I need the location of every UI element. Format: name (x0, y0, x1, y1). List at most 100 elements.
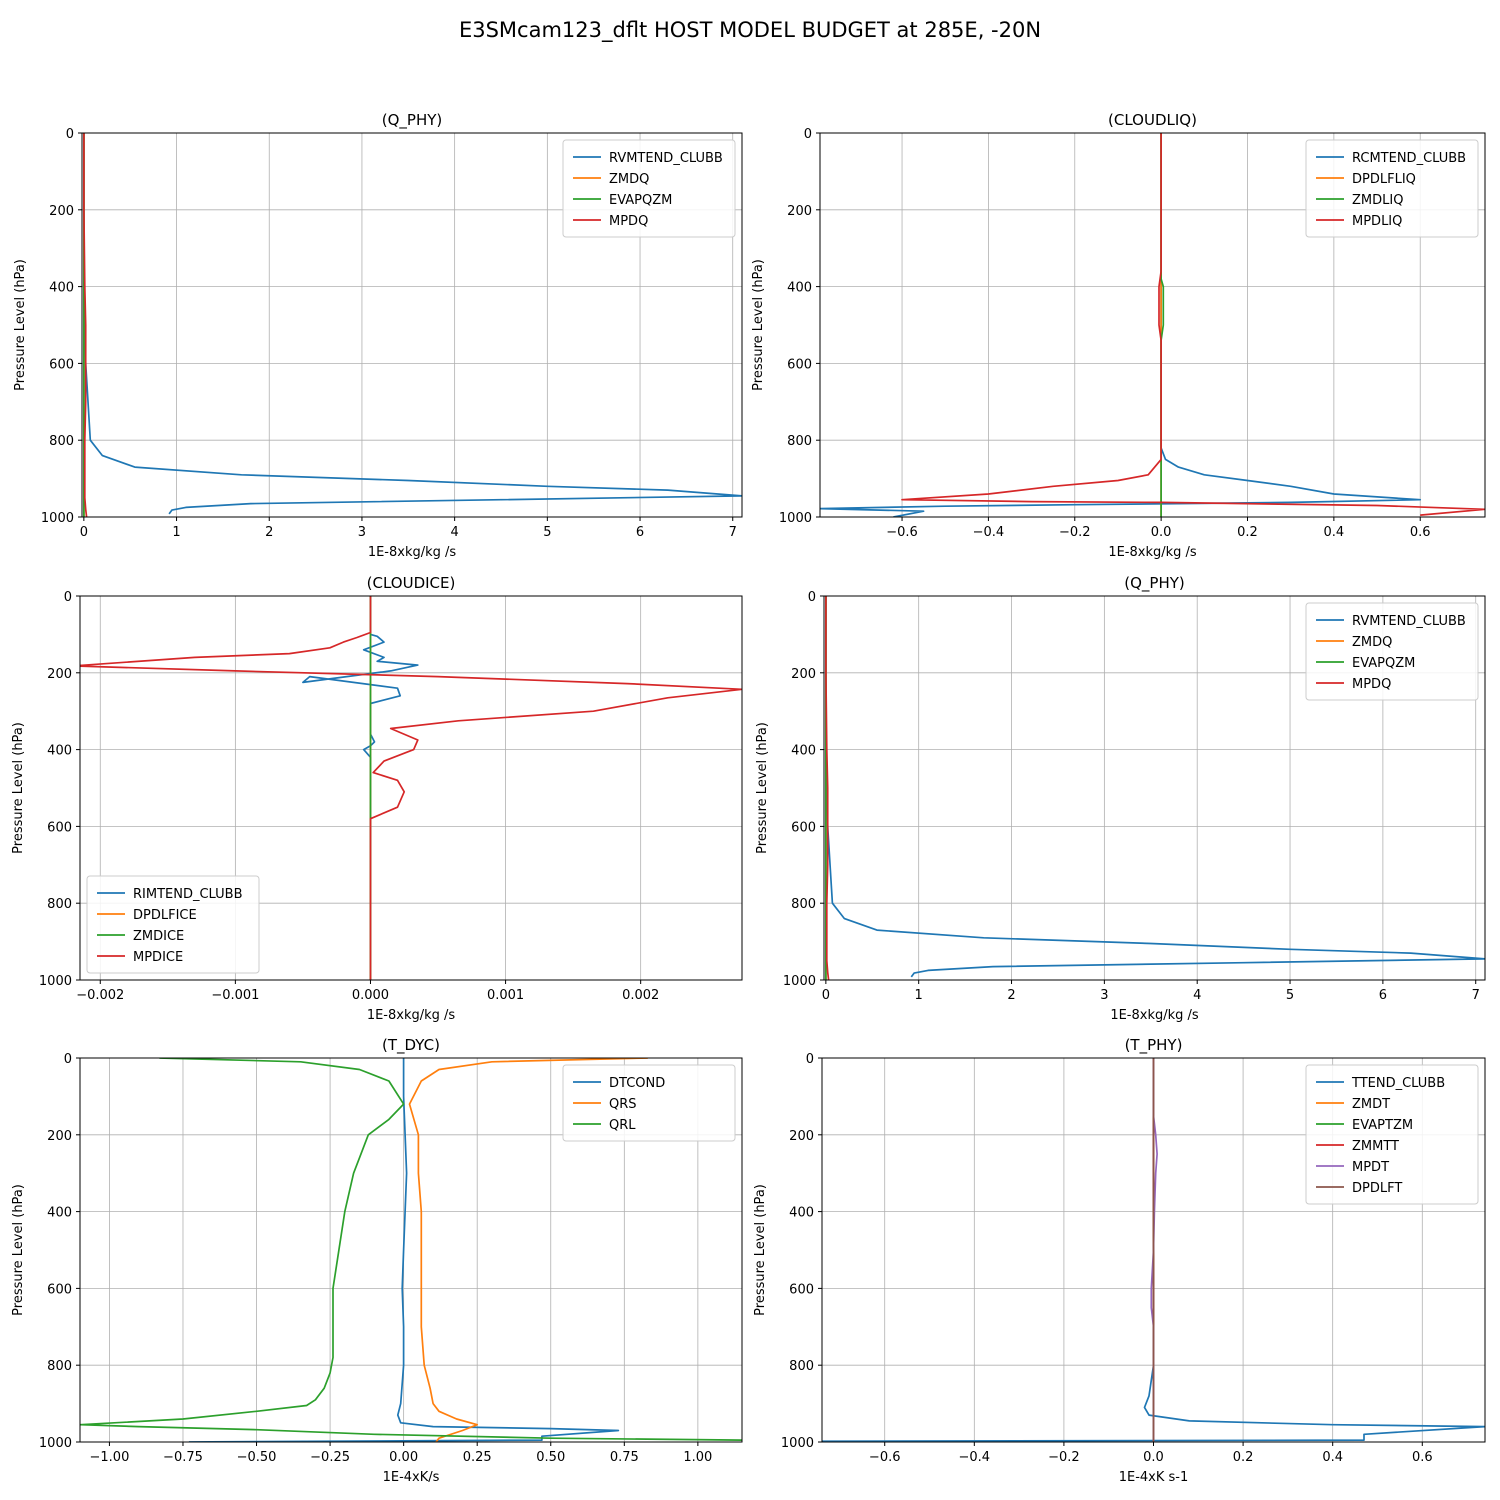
x-tick-label: 0.002 (622, 988, 659, 1003)
axes-frame (823, 595, 1486, 981)
panel-title: (CLOUDLIQ) (1108, 111, 1197, 129)
x-tick-label: 0.00 (389, 1450, 418, 1465)
y-tick-label: 600 (47, 1282, 72, 1297)
legend-entry: RCMTEND_CLUBB (1352, 151, 1466, 166)
y-tick-label: 400 (49, 281, 74, 296)
x-tick-label: 7 (729, 525, 737, 540)
x-tick-label: 2 (265, 525, 273, 540)
y-tick-label: 600 (49, 357, 74, 372)
y-axis-label: Pressure Level (hPa) (11, 722, 26, 854)
axes-frame (81, 132, 743, 518)
x-tick-label: 0.001 (487, 988, 524, 1003)
y-axis-label: Pressure Level (hPa) (13, 259, 28, 391)
x-tick-label: −0.25 (310, 1450, 350, 1465)
legend: RCMTEND_CLUBB DPDLFLIQ ZMDLIQ MPDLIQ (1305, 139, 1479, 238)
series-line-rimtend-clubb (302, 596, 419, 980)
legend-entry: QRL (609, 1118, 636, 1133)
y-tick-label: 800 (787, 434, 812, 449)
x-axis-label: 1E-4xK s-1 (1119, 1470, 1189, 1485)
x-tick-label: 0.2 (1233, 1450, 1254, 1465)
legend-entry: DPDLFLIQ (1352, 172, 1416, 187)
y-tick-label: 600 (47, 820, 72, 835)
x-tick-label: −0.001 (211, 988, 259, 1003)
series-line-mpdq (825, 596, 830, 980)
chart-panel-4: 0 1 2 3 4 5 6 7 0 200 400 600 800 1000 (Q_PHY) 1E-8xkg/… (755, 574, 1486, 1023)
legend-entry: DPDLFICE (133, 908, 197, 923)
y-tick-label: 200 (789, 1129, 814, 1144)
y-tick-label: 400 (47, 1206, 72, 1221)
x-tick-label: −0.4 (959, 1450, 991, 1465)
x-tick-label: −0.6 (886, 525, 918, 540)
y-tick-label: 0 (806, 1052, 814, 1067)
y-tick-label: 0 (66, 127, 74, 142)
y-axis-label: Pressure Level (hPa) (751, 259, 766, 391)
figure-title: E3SMcam123_dflt HOST MODEL BUDGET at 285… (459, 18, 1041, 43)
x-tick-label: 0 (80, 525, 88, 540)
x-axis-label: 1E-8xkg/kg /s (1110, 1008, 1199, 1023)
legend-entry: RVMTEND_CLUBB (609, 151, 723, 166)
series-group (820, 133, 1485, 517)
x-tick-label: 7 (1472, 988, 1480, 1003)
panel-title: (CLOUDICE) (367, 574, 456, 592)
y-tick-label: 800 (47, 897, 72, 912)
legend-entry: MPDQ (609, 214, 648, 229)
legend-entry: RVMTEND_CLUBB (1352, 614, 1466, 629)
x-tick-label: −0.2 (1048, 1450, 1080, 1465)
x-tick-label: 1.00 (683, 1450, 712, 1465)
legend-box (1305, 139, 1479, 238)
legend-entry: ZMDQ (1352, 635, 1392, 650)
legend-entry: MPDLIQ (1352, 214, 1402, 229)
series-line-qrl (80, 1058, 742, 1441)
x-tick-label: −0.75 (163, 1450, 203, 1465)
x-axis-label: 1E-4xK/s (383, 1470, 440, 1485)
series-group (80, 596, 742, 980)
x-tick-label: 0.75 (610, 1450, 639, 1465)
y-tick-label: 0 (808, 590, 816, 605)
series-line-qrs (408, 1058, 648, 1442)
series-group (822, 1058, 1485, 1442)
y-tick-label: 0 (64, 1052, 72, 1067)
y-tick-label: 200 (47, 667, 72, 682)
legend-entry: ZMMTT (1352, 1139, 1399, 1154)
x-tick-label: 5 (543, 525, 551, 540)
y-tick-label: 800 (47, 1359, 72, 1374)
legend-entry: MPDICE (133, 950, 183, 965)
y-tick-label: 600 (787, 357, 812, 372)
legend-entry: DTCOND (609, 1076, 665, 1091)
y-tick-label: 1000 (41, 511, 74, 526)
y-tick-label: 1000 (781, 1436, 814, 1451)
y-tick-label: 1000 (783, 974, 816, 989)
series-line-mpdliq (901, 133, 1485, 516)
x-tick-label: 0.6 (1410, 525, 1431, 540)
legend: DTCOND QRS QRL (562, 1064, 736, 1142)
legend-box (86, 875, 260, 974)
y-tick-label: 400 (791, 744, 816, 759)
legend-entry: ZMDLIQ (1352, 193, 1403, 208)
legend: RIMTEND_CLUBB DPDLFICE ZMDICE MPDICE (86, 875, 260, 974)
y-tick-label: 1000 (779, 511, 812, 526)
legend-entry: EVAPQZM (609, 193, 672, 208)
legend-entry: EVAPTZM (1352, 1118, 1413, 1133)
x-axis-label: 1E-8xkg/kg /s (367, 1008, 456, 1023)
x-tick-label: 0.000 (352, 988, 389, 1003)
x-tick-label: 1 (915, 988, 923, 1003)
y-tick-label: 0 (804, 127, 812, 142)
x-tick-label: −0.2 (1059, 525, 1091, 540)
x-tick-label: 0.2 (1237, 525, 1258, 540)
x-tick-label: 0.4 (1324, 525, 1345, 540)
x-tick-label: −1.00 (90, 1450, 130, 1465)
legend: TTEND_CLUBB ZMDT EVAPTZM ZMMTT MPDT DPDLFT (1305, 1064, 1479, 1205)
legend-box (1305, 1064, 1479, 1205)
legend-entry: DPDLFT (1352, 1181, 1402, 1196)
x-tick-label: 2 (1007, 988, 1015, 1003)
legend: RVMTEND_CLUBB ZMDQ EVAPQZM MPDQ (1305, 602, 1479, 701)
y-tick-label: 200 (47, 1129, 72, 1144)
y-tick-label: 800 (791, 897, 816, 912)
x-tick-label: 5 (1286, 988, 1294, 1003)
y-tick-label: 200 (49, 204, 74, 219)
series-group (80, 1058, 742, 1442)
x-tick-label: 0.4 (1322, 1450, 1343, 1465)
x-tick-label: 4 (1193, 988, 1201, 1003)
y-tick-label: 200 (791, 667, 816, 682)
y-axis-label: Pressure Level (hPa) (11, 1184, 26, 1316)
